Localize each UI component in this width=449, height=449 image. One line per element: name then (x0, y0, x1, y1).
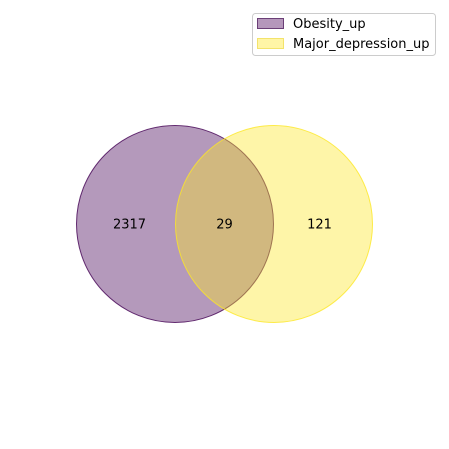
legend-frame (252, 13, 436, 56)
legend-swatch-obesity (257, 18, 284, 29)
intersection-count: 29 (216, 218, 233, 233)
major-depression-circle (175, 125, 373, 323)
legend-swatch-major-depression (257, 38, 284, 49)
only-obesity-count: 2317 (113, 218, 146, 233)
legend: Obesity_up Major_depression_up (252, 13, 436, 56)
legend-label-major-depression: Major_depression_up (293, 37, 430, 52)
legend-label-obesity: Obesity_up (293, 17, 366, 32)
only-major-depression-count: 121 (307, 218, 332, 233)
